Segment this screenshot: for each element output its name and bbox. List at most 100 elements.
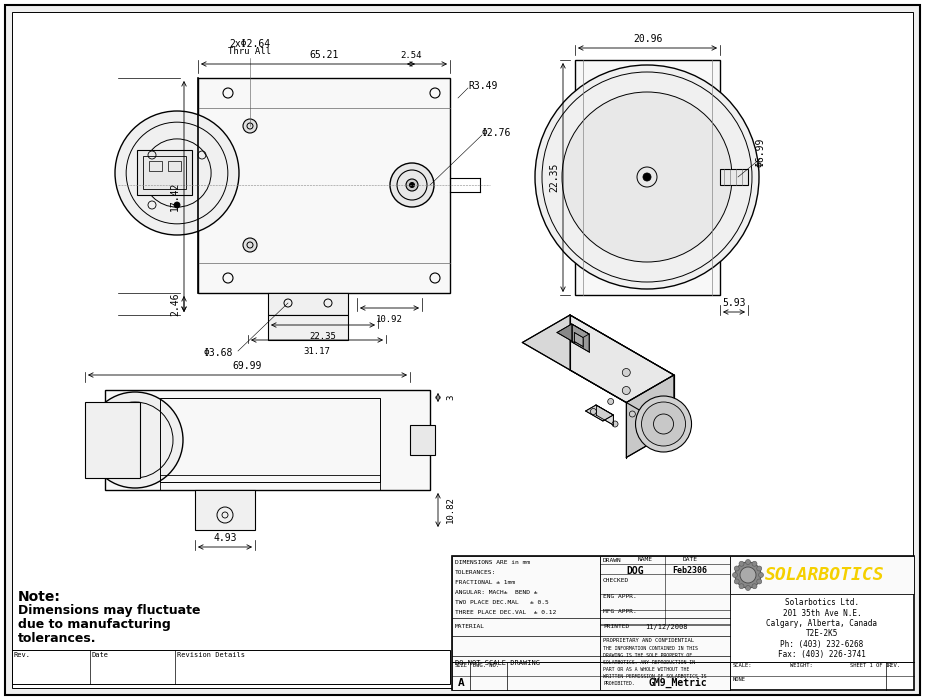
- Text: NAME: NAME: [637, 557, 652, 562]
- Text: WEIGHT:: WEIGHT:: [790, 663, 813, 668]
- Polygon shape: [586, 405, 613, 421]
- Circle shape: [115, 111, 239, 235]
- Circle shape: [758, 573, 763, 577]
- Circle shape: [643, 173, 651, 181]
- Polygon shape: [570, 315, 674, 430]
- Circle shape: [562, 92, 732, 262]
- Polygon shape: [626, 375, 674, 458]
- Circle shape: [406, 179, 418, 191]
- Circle shape: [535, 65, 759, 289]
- Text: PROHIBITED.: PROHIBITED.: [603, 681, 635, 686]
- Bar: [168, 161, 181, 171]
- Text: DWG. NO.: DWG. NO.: [473, 663, 499, 668]
- Text: T2E-2K5: T2E-2K5: [806, 629, 838, 638]
- Bar: [160, 475, 380, 490]
- Text: SOLARBOTICS. ANY REPRODUCTION IN: SOLARBOTICS. ANY REPRODUCTION IN: [603, 660, 695, 665]
- Text: 10.82: 10.82: [446, 496, 455, 524]
- Text: 31.17: 31.17: [303, 347, 330, 356]
- Text: Ph: (403) 232-6268: Ph: (403) 232-6268: [781, 640, 864, 649]
- Bar: [105, 390, 430, 490]
- Circle shape: [243, 119, 257, 133]
- Text: Thru All: Thru All: [228, 48, 272, 57]
- Bar: [730, 556, 914, 594]
- Circle shape: [642, 402, 685, 446]
- Text: DOG: DOG: [626, 566, 644, 576]
- Text: Φ2.76: Φ2.76: [482, 128, 512, 138]
- Text: 2xΦ2.64: 2xΦ2.64: [229, 39, 270, 49]
- Bar: [137, 150, 192, 195]
- Text: SHEET 1 OF 1: SHEET 1 OF 1: [850, 663, 889, 668]
- Bar: [198, 78, 450, 293]
- Text: PROPRIETARY AND CONFIDENTIAL: PROPRIETARY AND CONFIDENTIAL: [603, 638, 694, 643]
- Text: 2.54: 2.54: [401, 51, 422, 60]
- Bar: [85, 402, 140, 478]
- Circle shape: [752, 561, 757, 566]
- Text: DIMENSIONS ARE in mm: DIMENSIONS ARE in mm: [455, 560, 530, 565]
- Circle shape: [739, 584, 744, 589]
- Text: SIZE: SIZE: [455, 663, 468, 668]
- Circle shape: [629, 411, 635, 417]
- Text: FRACTIONAL ± 1mm: FRACTIONAL ± 1mm: [455, 580, 515, 585]
- Circle shape: [735, 562, 761, 588]
- Text: TOLERANCES:: TOLERANCES:: [455, 570, 496, 575]
- Text: 69.99: 69.99: [233, 361, 262, 371]
- Text: Φ3.68: Φ3.68: [204, 348, 233, 358]
- Polygon shape: [572, 324, 589, 352]
- Text: 20.96: 20.96: [633, 34, 662, 44]
- Text: 10.92: 10.92: [376, 315, 403, 324]
- Text: MFG APPR.: MFG APPR.: [603, 609, 636, 614]
- Polygon shape: [574, 332, 583, 346]
- Bar: [600, 556, 730, 690]
- Circle shape: [174, 202, 180, 208]
- Bar: [452, 556, 914, 690]
- Text: GM9_Metric: GM9_Metric: [648, 678, 708, 688]
- Circle shape: [752, 584, 757, 589]
- Text: PRINTED: PRINTED: [603, 624, 629, 629]
- Text: Rev.: Rev.: [14, 652, 31, 658]
- Circle shape: [243, 238, 257, 252]
- Text: 17.42: 17.42: [170, 182, 180, 211]
- Text: DO NOT SCALE DRAWING: DO NOT SCALE DRAWING: [455, 660, 540, 666]
- Text: PART OR AS A WHOLE WITHOUT THE: PART OR AS A WHOLE WITHOUT THE: [603, 667, 689, 672]
- Text: 2.46: 2.46: [170, 293, 180, 316]
- Circle shape: [733, 573, 737, 577]
- Text: 5.93: 5.93: [722, 298, 746, 308]
- Bar: [143, 156, 186, 189]
- Text: A: A: [458, 678, 464, 688]
- Text: DATE: DATE: [683, 557, 697, 562]
- Circle shape: [612, 421, 618, 427]
- Bar: [268, 293, 348, 315]
- Circle shape: [87, 392, 183, 488]
- Circle shape: [623, 386, 630, 395]
- Bar: [575, 60, 720, 295]
- Text: Feb2306: Feb2306: [672, 566, 708, 575]
- Text: ANGULAR: MACH±  BEND ±: ANGULAR: MACH± BEND ±: [455, 590, 537, 595]
- Text: WRITTEN PERMISSION OF SOLARBOTICS IS: WRITTEN PERMISSION OF SOLARBOTICS IS: [603, 674, 707, 679]
- Circle shape: [608, 398, 613, 405]
- Text: Solarbotics Ltd.: Solarbotics Ltd.: [785, 598, 859, 607]
- Text: NONE: NONE: [733, 677, 746, 682]
- Circle shape: [739, 561, 744, 566]
- Text: 22.35: 22.35: [310, 332, 337, 341]
- Text: 22.35: 22.35: [549, 163, 559, 193]
- Text: THREE PLACE DEC.VAL  ± 0.12: THREE PLACE DEC.VAL ± 0.12: [455, 610, 556, 615]
- Text: CHECKED: CHECKED: [603, 578, 629, 583]
- Circle shape: [734, 579, 739, 584]
- Bar: [160, 398, 380, 482]
- Circle shape: [590, 409, 597, 414]
- Text: Fax: (403) 226-3741: Fax: (403) 226-3741: [778, 650, 866, 659]
- Text: SOLARBOTICS: SOLARBOTICS: [765, 566, 884, 584]
- Text: Dimensions may fluctuate: Dimensions may fluctuate: [18, 604, 201, 617]
- Bar: [268, 315, 348, 340]
- Bar: [12, 650, 450, 684]
- Circle shape: [390, 163, 434, 207]
- Text: tolerances.: tolerances.: [18, 632, 96, 645]
- Circle shape: [746, 585, 750, 591]
- Text: MATERIAL: MATERIAL: [455, 624, 485, 629]
- Text: DRAWING IS THE SOLE PROPERTY OF: DRAWING IS THE SOLE PROPERTY OF: [603, 653, 692, 658]
- Text: REV.: REV.: [888, 663, 901, 668]
- Text: ENG APPR.: ENG APPR.: [603, 594, 636, 599]
- Circle shape: [734, 566, 739, 571]
- Circle shape: [623, 368, 630, 377]
- Bar: [149, 161, 162, 171]
